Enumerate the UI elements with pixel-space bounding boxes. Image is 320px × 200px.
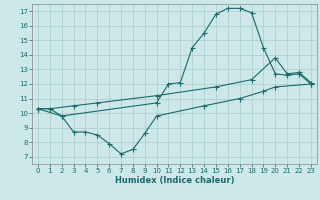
X-axis label: Humidex (Indice chaleur): Humidex (Indice chaleur) xyxy=(115,176,234,185)
